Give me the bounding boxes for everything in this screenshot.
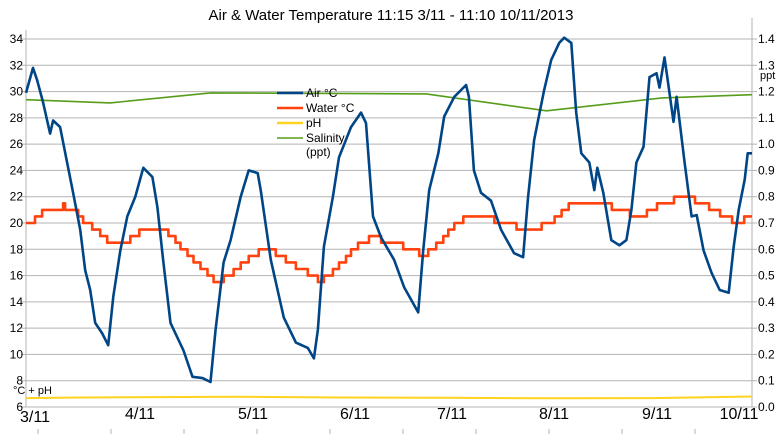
left-axis-label: °C + pH <box>13 385 52 397</box>
legend-label: pH <box>306 116 321 130</box>
legend-label: Salinity <box>306 131 345 145</box>
chart-title: Air & Water Temperature 11:15 3/11 - 11:… <box>209 7 574 24</box>
right-tick-label: 1.4 <box>758 32 775 46</box>
left-tick-label: 10 <box>10 347 24 361</box>
left-tick-label: 22 <box>10 190 24 204</box>
left-tick-label: 28 <box>10 111 24 125</box>
right-axis-label: ppt <box>760 70 775 82</box>
grid <box>26 38 752 408</box>
legend-label: Water °C <box>306 101 355 115</box>
right-tick-label: 0.9 <box>758 163 775 177</box>
legend-label: (ppt) <box>306 145 331 159</box>
right-tick-label: 0.8 <box>758 190 775 204</box>
right-tick-label: 0.2 <box>758 347 775 361</box>
series-line-ph <box>25 395 753 400</box>
left-tick-label: 30 <box>10 85 24 99</box>
right-tick-label: 0.6 <box>758 242 775 256</box>
left-tick-label: 14 <box>10 295 24 309</box>
x-tick-label: 5/11 <box>238 406 268 423</box>
right-tick-label: 1.0 <box>758 137 775 151</box>
legend-label: Air °C <box>306 86 338 100</box>
axes: 6 8 10 12 14 16 18 20 22 24 26 28 30 32 34 0.0 0.1 0.2 0.3… <box>10 18 775 434</box>
left-tick-label: 8 <box>16 374 23 388</box>
x-tick-label: 6/11 <box>340 406 370 423</box>
left-tick-label: 20 <box>10 216 24 230</box>
left-tick-label: 12 <box>10 321 24 335</box>
x-tick-label: 3/11 <box>20 409 50 426</box>
right-tick-label: 0.7 <box>758 216 775 230</box>
right-tick-label: 0.3 <box>758 321 775 335</box>
series-line-salinity-ppt <box>25 92 753 112</box>
left-tick-label: 24 <box>10 163 24 177</box>
right-tick-label: 0.5 <box>758 269 775 283</box>
right-tick-label: 0.1 <box>758 374 775 388</box>
right-tick-label: 0.0 <box>758 400 775 414</box>
left-tick-label: 32 <box>10 58 24 72</box>
x-tick-label: 8/11 <box>539 406 569 423</box>
right-tick-label: 1.3 <box>758 58 775 72</box>
left-tick-label: 34 <box>10 32 24 46</box>
series-layer <box>24 36 753 400</box>
left-tick-label: 18 <box>10 242 24 256</box>
right-tick-label: 0.4 <box>758 295 775 309</box>
x-tick-label: 9/11 <box>642 406 672 423</box>
left-tick-label: 16 <box>10 269 24 283</box>
x-tick-label: 10/11 <box>720 406 759 423</box>
x-tick-label: 7/11 <box>437 406 467 423</box>
series-line-water-c <box>26 195 752 284</box>
left-tick-label: 6 <box>16 400 23 414</box>
x-tick-label: 4/11 <box>125 406 155 423</box>
left-tick-label: 26 <box>10 137 24 151</box>
series-line-air-c <box>24 36 752 384</box>
right-tick-label: 1.2 <box>758 85 775 99</box>
right-tick-label: 1.1 <box>758 111 775 125</box>
